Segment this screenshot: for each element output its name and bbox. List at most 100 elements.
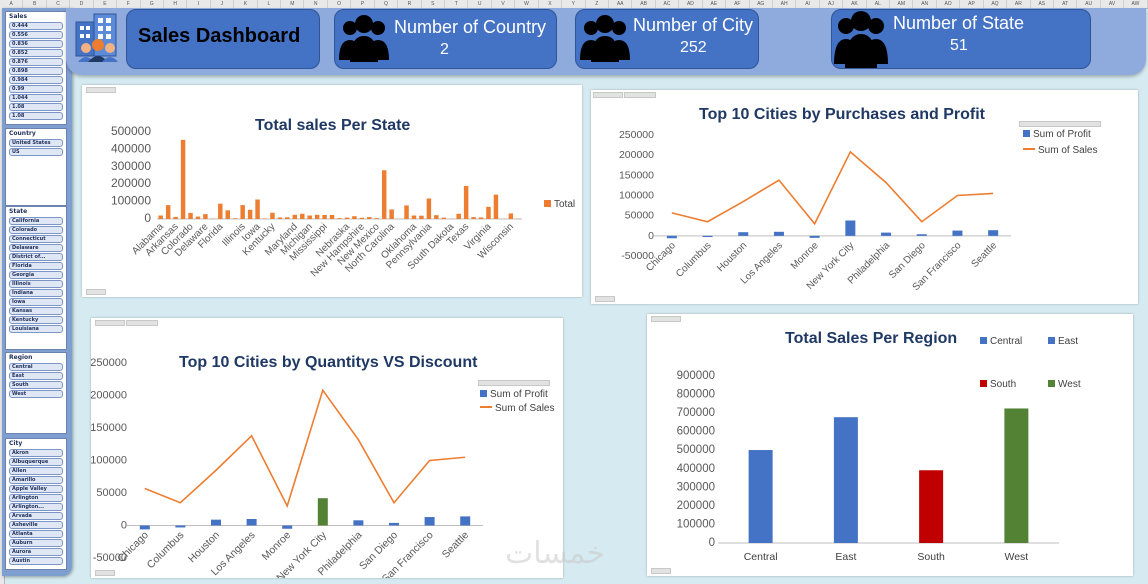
slicer-item[interactable]: Amarillo (9, 476, 63, 484)
column-header[interactable]: AO (937, 0, 961, 8)
slicer-item[interactable]: Auburn (9, 539, 63, 547)
slicer-item[interactable]: Kentucky (9, 316, 63, 324)
slicer-item[interactable]: Illinois (9, 280, 63, 288)
column-header[interactable]: Q (375, 0, 399, 8)
slicer-item[interactable]: Kansas (9, 307, 63, 315)
column-header[interactable]: AB (632, 0, 656, 8)
column-header[interactable]: AF (726, 0, 750, 8)
column-header[interactable]: AT (1054, 0, 1078, 8)
slicer-item[interactable]: Asheville (9, 521, 63, 529)
filter-button[interactable] (595, 296, 615, 302)
column-header[interactable]: P (351, 0, 375, 8)
filter-button[interactable] (86, 289, 106, 295)
column-header[interactable]: AH (773, 0, 797, 8)
column-header[interactable]: AM (890, 0, 914, 8)
slicer-item[interactable]: 0.898 (9, 67, 63, 75)
column-header[interactable]: N (304, 0, 328, 8)
column-header[interactable]: M (281, 0, 305, 8)
slicer-item[interactable]: 1.08 (9, 103, 63, 111)
slicer-item[interactable]: Louisiana (9, 325, 63, 333)
filter-button[interactable] (95, 570, 115, 576)
slicer-item[interactable]: Austin (9, 557, 63, 565)
slicer-item[interactable]: Albuquerque (9, 458, 63, 466)
slicer-item[interactable]: Allen (9, 467, 63, 475)
slicer-item[interactable]: United States (9, 139, 63, 147)
field-button[interactable] (651, 316, 681, 322)
slicer-sales[interactable]: Sales 0.444 0.556 0.836 0.852 0.876 0.898 0.98… (5, 11, 67, 125)
column-header[interactable]: F (117, 0, 141, 8)
column-header[interactable]: AS (1031, 0, 1054, 8)
field-button[interactable] (86, 87, 116, 93)
field-button[interactable] (624, 92, 656, 98)
chart-panel-region[interactable]: 0 100000 200000 300000 400000 500000 600000 700… (647, 314, 1133, 576)
slicer-item[interactable]: Connecticut (9, 235, 63, 243)
slicer-item[interactable]: 1.044 (9, 94, 63, 102)
column-header[interactable]: AN (913, 0, 937, 8)
slicer-item[interactable]: West (9, 390, 63, 398)
slicer-item[interactable]: 0.876 (9, 58, 63, 66)
slicer-item[interactable]: 0.852 (9, 49, 63, 57)
chart-panel-state[interactable]: 0 100000 200000 300000 400000 500000 Alabama Ar… (82, 85, 582, 297)
chart-panel-cities-quantity[interactable]: -50000 0 50000 100000 150000 200000 250000 Chic… (91, 318, 563, 578)
slicer-item[interactable]: Central (9, 363, 63, 371)
slicer-state[interactable]: State California Colorado Connecticut Delaw… (5, 206, 67, 350)
column-header[interactable]: I (187, 0, 211, 8)
column-header[interactable]: V (492, 0, 516, 8)
slicer-item[interactable]: Arlington (9, 494, 63, 502)
column-header[interactable]: L (258, 0, 282, 8)
column-header[interactable]: R (398, 0, 422, 8)
slicer-item[interactable]: Atlanta (9, 530, 63, 538)
filter-button[interactable] (651, 568, 671, 574)
column-header[interactable]: AV (1101, 0, 1125, 8)
field-button[interactable] (593, 92, 623, 98)
column-header[interactable]: AE (703, 0, 727, 8)
slicer-city[interactable]: City Akron Albuquerque Allen Amarillo Apple … (5, 438, 67, 570)
column-header[interactable]: D (70, 0, 94, 8)
column-header[interactable]: E (94, 0, 118, 8)
slicer-item[interactable]: Florida (9, 262, 63, 270)
column-header[interactable]: O (328, 0, 352, 8)
column-header[interactable]: J (211, 0, 235, 8)
column-header[interactable]: S (422, 0, 446, 8)
slicer-item[interactable]: District of... (9, 253, 63, 261)
column-header[interactable]: Y (562, 0, 586, 8)
column-header[interactable]: AQ (984, 0, 1008, 8)
column-header[interactable]: AC (656, 0, 680, 8)
column-header[interactable]: AU (1077, 0, 1101, 8)
column-header[interactable]: X (539, 0, 563, 8)
slicer-item[interactable]: Indiana (9, 289, 63, 297)
slicer-item[interactable]: Iowa (9, 298, 63, 306)
slicer-item[interactable]: Georgia (9, 271, 63, 279)
slicer-item[interactable]: Apple Valley (9, 485, 63, 493)
column-header[interactable]: AK (843, 0, 867, 8)
slicer-item[interactable]: 0.444 (9, 22, 63, 30)
slicer-country[interactable]: Country United States US (5, 128, 67, 206)
column-header[interactable]: Z (586, 0, 609, 8)
column-header[interactable]: AP (960, 0, 984, 8)
column-header[interactable]: H (164, 0, 188, 8)
slicer-item[interactable]: Delaware (9, 244, 63, 252)
column-header[interactable]: A (0, 0, 24, 8)
column-header[interactable]: AW (1124, 0, 1148, 8)
column-header[interactable]: AA (609, 0, 633, 8)
slicer-item[interactable]: 0.556 (9, 31, 63, 39)
slicer-item[interactable]: Arlington... (9, 503, 63, 511)
slicer-item[interactable]: Colorado (9, 226, 63, 234)
slicer-item[interactable]: 1.08 (9, 112, 63, 120)
field-button[interactable] (126, 320, 158, 326)
field-button[interactable] (95, 320, 125, 326)
slicer-item[interactable]: 0.984 (9, 76, 63, 84)
slicer-region[interactable]: Region Central East South West (5, 352, 67, 434)
column-header[interactable]: C (47, 0, 71, 8)
column-header[interactable]: K (234, 0, 258, 8)
column-header[interactable]: AJ (820, 0, 844, 8)
column-header[interactable]: G (141, 0, 164, 8)
slicer-item[interactable]: Akron (9, 449, 63, 457)
slicer-item[interactable]: US (9, 148, 63, 156)
column-header[interactable]: U (468, 0, 492, 8)
slicer-item[interactable]: Arvada (9, 512, 63, 520)
column-header[interactable]: B (23, 0, 47, 8)
column-header[interactable]: W (515, 0, 539, 8)
column-header[interactable]: AL (867, 0, 891, 8)
column-header[interactable]: T (445, 0, 469, 8)
